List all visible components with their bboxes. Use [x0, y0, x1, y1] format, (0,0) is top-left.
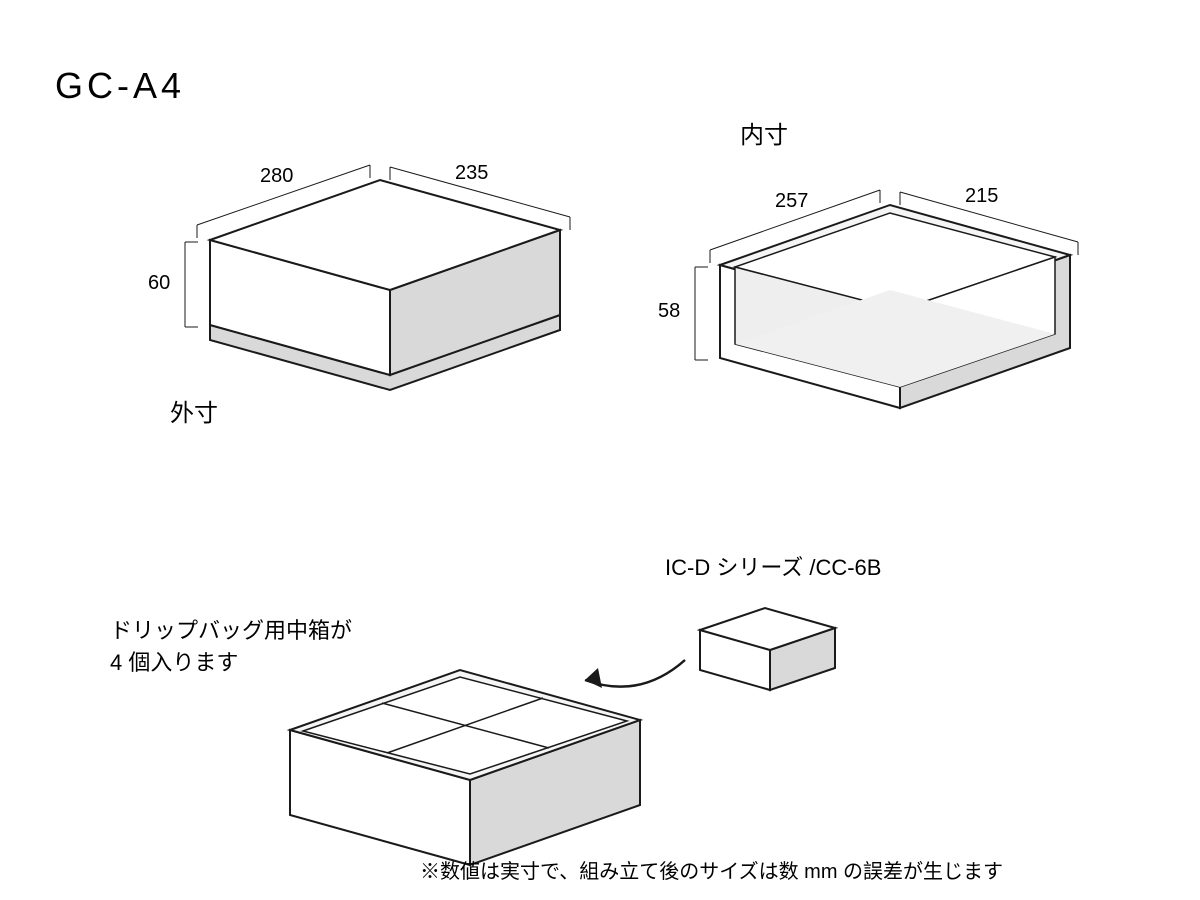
outer-width-dim: 280	[260, 165, 293, 188]
insert-desc-1: ドリップバッグ用中箱が	[110, 613, 352, 645]
outer-height-dim: 60	[148, 272, 170, 295]
insert-series-label: IC-D シリーズ /CC-6B	[665, 550, 881, 582]
inner-depth-dim: 215	[965, 185, 998, 208]
outer-label: 外寸	[170, 393, 218, 428]
inner-label: 内寸	[740, 115, 788, 150]
outer-box-diagram	[0, 0, 1200, 900]
insert-desc-2: 4 個入ります	[110, 645, 238, 677]
inner-width-dim: 257	[775, 190, 808, 213]
inner-height-dim: 58	[658, 300, 680, 323]
outer-depth-dim: 235	[455, 162, 488, 185]
footnote: ※数値は実寸で、組み立て後のサイズは数 mm の誤差が生じます	[420, 855, 1003, 884]
